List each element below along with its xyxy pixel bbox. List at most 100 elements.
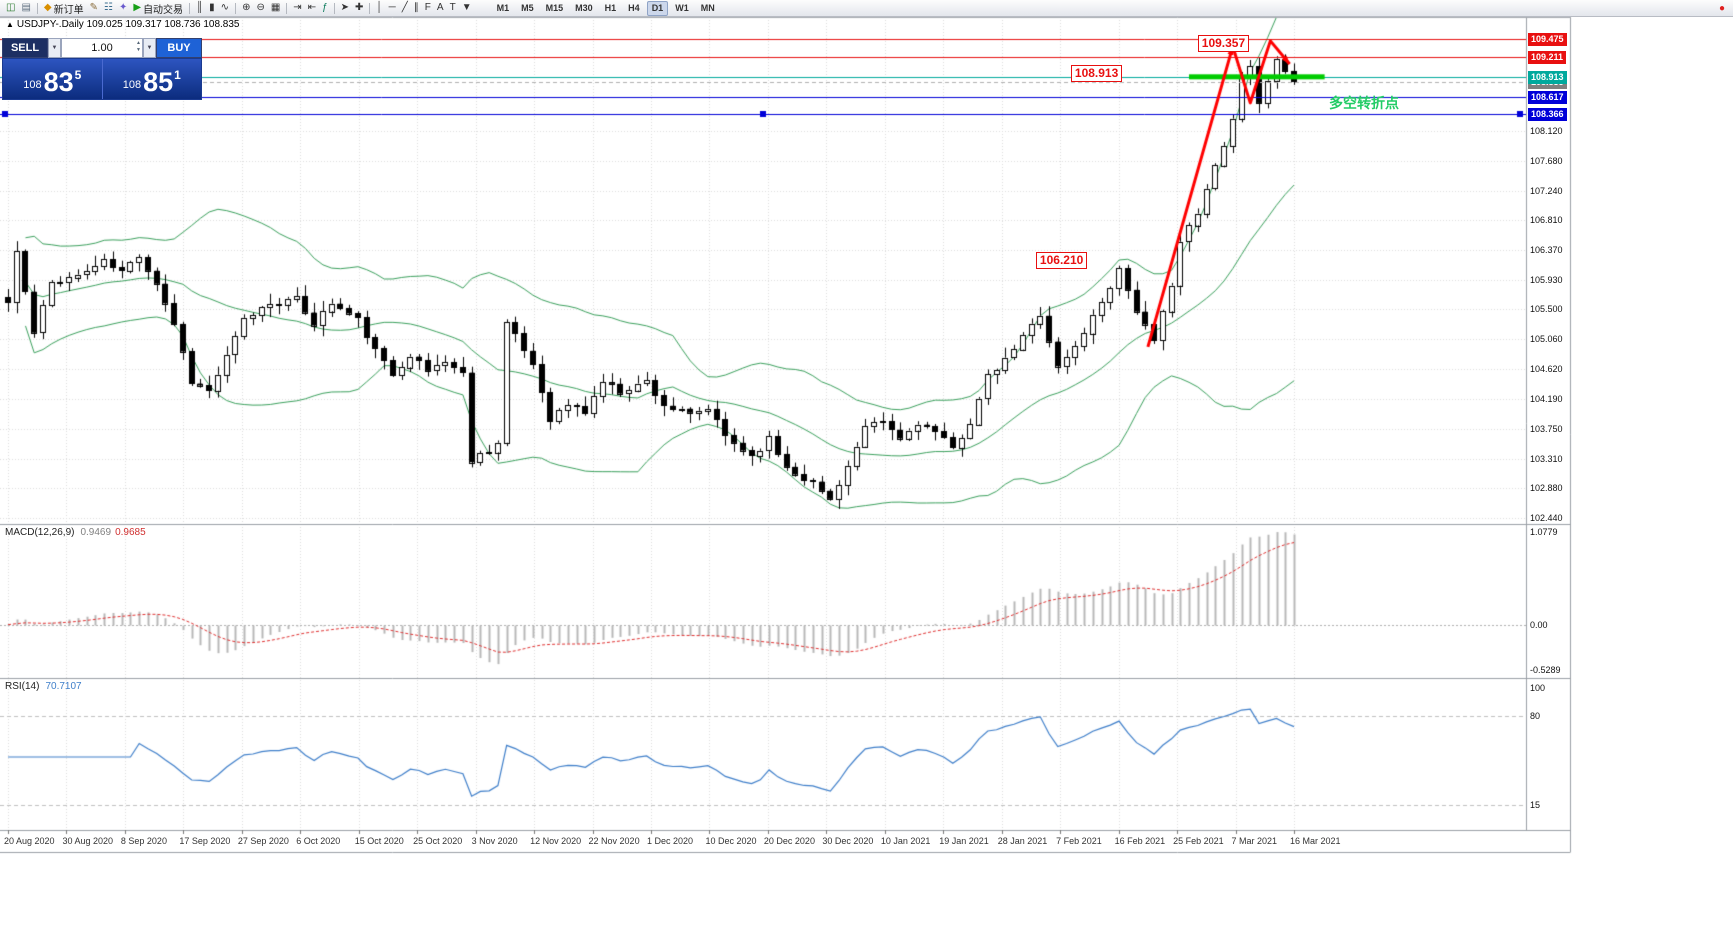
- equidistant-channel-icon: ∥: [413, 2, 419, 13]
- new-chart-button[interactable]: ◫: [4, 1, 17, 16]
- timeframe-h4-button[interactable]: H4: [628, 2, 640, 13]
- rsi-value: 70.7107: [45, 681, 82, 692]
- spinner-down-icon[interactable]: ▼: [136, 47, 141, 53]
- rsi-label: RSI(14) 70.7107: [5, 681, 82, 692]
- bars-chart-icon: ║: [196, 2, 204, 13]
- toolbar-separator: [333, 2, 335, 14]
- buy-price-big: 85: [143, 67, 174, 97]
- candles-chart-icon: ▮: [209, 2, 215, 13]
- text-button[interactable]: A: [435, 1, 446, 16]
- line-chart-icon: ∿: [220, 2, 230, 13]
- timeframe-m30-button[interactable]: M30: [575, 2, 593, 13]
- spinner-up-icon[interactable]: ▲: [136, 40, 141, 46]
- sell-price-big: 83: [43, 67, 74, 97]
- toolbar-separator: [36, 2, 38, 14]
- sell-price-prefix: 108: [23, 79, 42, 91]
- sell-price-sup: 5: [74, 68, 82, 82]
- toolbar-separator: [286, 2, 288, 14]
- toolbar: ◫ ▤ ◆ 新订单 ✎ ☷ ✦ ▶ 自动交易 ║ ▮ ∿ ⊕ ⊖ ▦ ⇥ ⇤ ƒ ➤ ✚ │ ─ ╱ ∥ F A T ▼ M1 M5 M15…: [0, 0, 1733, 17]
- profiles-icon: ▤: [21, 2, 31, 13]
- trade-prices-row: 108 83 5 108 85 1: [2, 58, 202, 100]
- price-divider: [101, 59, 103, 99]
- metaeditor-button[interactable]: ✎: [88, 1, 100, 16]
- tile-windows-icon: ▦: [270, 2, 281, 13]
- timeframe-m5-button[interactable]: M5: [521, 2, 534, 13]
- timeframe-h1-button[interactable]: H1: [604, 2, 617, 13]
- timeframe-w1-button[interactable]: W1: [675, 2, 689, 13]
- rsi-name: RSI(14): [5, 681, 40, 692]
- arrows-tool-icon: ▼: [461, 2, 472, 13]
- horizontal-line-icon: ─: [388, 2, 396, 13]
- profiles-button[interactable]: ▤: [19, 1, 32, 16]
- auto-scroll-button[interactable]: ⇥: [291, 1, 303, 16]
- symbol-info: ▲ USDJPY-.Daily 109.025 109.317 108.736 1…: [6, 19, 240, 30]
- new-order-label: 新订单: [53, 4, 84, 16]
- sell-dropdown-button[interactable]: ▼: [48, 38, 61, 58]
- new-chart-icon: ◫: [6, 2, 16, 13]
- toolbar-separator: [189, 2, 191, 14]
- macd-value-signal: 0.9685: [115, 527, 146, 538]
- timeframe-m15-button[interactable]: M15: [545, 2, 564, 13]
- crosshair-button[interactable]: ✚: [353, 1, 365, 16]
- macd-label: MACD(12,26,9) 0.9469 0.9685: [5, 527, 146, 538]
- market-watch-icon: ☷: [104, 2, 113, 13]
- timeframe-toolbar: M1 M5 M15 M30 H1 H4 D1 W1 MN: [491, 0, 721, 16]
- vertical-line-button[interactable]: │: [374, 1, 384, 16]
- symbol-title: USDJPY-.Daily 109.025 109.317 108.736 10…: [16, 19, 240, 30]
- macd-value-main: 0.9469: [80, 527, 112, 538]
- buy-price-sup: 1: [174, 68, 181, 82]
- symbol-expand-icon[interactable]: ▲: [6, 20, 14, 29]
- toolbar-separator: [369, 2, 371, 14]
- horizontal-line-button[interactable]: ─: [387, 1, 398, 16]
- trade-controls-row: SELL ▼ 1.00 ▲ ▼ ▼ BUY: [2, 38, 202, 58]
- volume-spinner[interactable]: ▲ ▼: [136, 40, 141, 54]
- buy-price-prefix: 108: [122, 79, 142, 91]
- timeframe-m1-button[interactable]: M1: [496, 2, 510, 13]
- metaeditor-icon: ✎: [89, 2, 98, 13]
- market-watch-button[interactable]: ☷: [102, 1, 115, 16]
- candles-chart-button[interactable]: ▮: [207, 1, 217, 16]
- cursor-icon: ➤: [340, 2, 350, 13]
- alert-icon[interactable]: ●: [1718, 2, 1725, 14]
- fibonacci-icon: F: [424, 2, 431, 13]
- text-icon: A: [436, 2, 444, 13]
- text-label-button[interactable]: T: [448, 1, 458, 16]
- sell-button[interactable]: SELL: [2, 38, 48, 58]
- indicators-icon: ƒ: [322, 2, 328, 13]
- autotrading-button[interactable]: ▶ 自动交易: [131, 1, 185, 16]
- equidistant-channel-button[interactable]: ∥: [412, 1, 421, 16]
- arrows-tool-button[interactable]: ▼: [460, 1, 474, 16]
- toolbar-separator: [235, 2, 237, 14]
- volume-input[interactable]: 1.00 ▲ ▼: [61, 38, 143, 58]
- buy-price[interactable]: 108 85 1: [103, 59, 202, 99]
- auto-scroll-icon: ⇥: [293, 2, 302, 13]
- new-order-button[interactable]: ◆ 新订单: [42, 1, 86, 16]
- zoom-out-icon: ⊖: [256, 2, 265, 13]
- volume-value: 1.00: [91, 42, 113, 54]
- vertical-line-icon: │: [376, 2, 383, 13]
- tile-windows-button[interactable]: ▦: [269, 1, 282, 16]
- navigator-icon: ✦: [118, 2, 128, 13]
- trendline-icon: ╱: [401, 2, 408, 13]
- buy-dropdown-button[interactable]: ▼: [143, 38, 156, 58]
- new-order-icon: ◆: [43, 2, 52, 13]
- zoom-out-button[interactable]: ⊖: [254, 1, 266, 16]
- chart-shift-button[interactable]: ⇤: [306, 1, 318, 16]
- timeframe-d1-button[interactable]: D1: [646, 0, 669, 16]
- line-chart-button[interactable]: ∿: [219, 1, 231, 16]
- autotrading-label: 自动交易: [143, 4, 184, 16]
- buy-button[interactable]: BUY: [156, 38, 202, 58]
- text-label-icon: T: [449, 2, 456, 13]
- cursor-button[interactable]: ➤: [339, 1, 351, 16]
- fibonacci-button[interactable]: F: [423, 1, 433, 16]
- zoom-in-button[interactable]: ⊕: [240, 1, 252, 16]
- sell-price[interactable]: 108 83 5: [3, 59, 102, 99]
- bars-chart-button[interactable]: ║: [194, 1, 205, 16]
- one-click-trading-panel: SELL ▼ 1.00 ▲ ▼ ▼ BUY 108 83 5 108 85 1: [2, 38, 202, 100]
- navigator-button[interactable]: ✦: [117, 1, 129, 16]
- timeframe-mn-button[interactable]: MN: [700, 2, 715, 13]
- trendline-button[interactable]: ╱: [400, 1, 410, 16]
- indicators-button[interactable]: ƒ: [320, 1, 330, 16]
